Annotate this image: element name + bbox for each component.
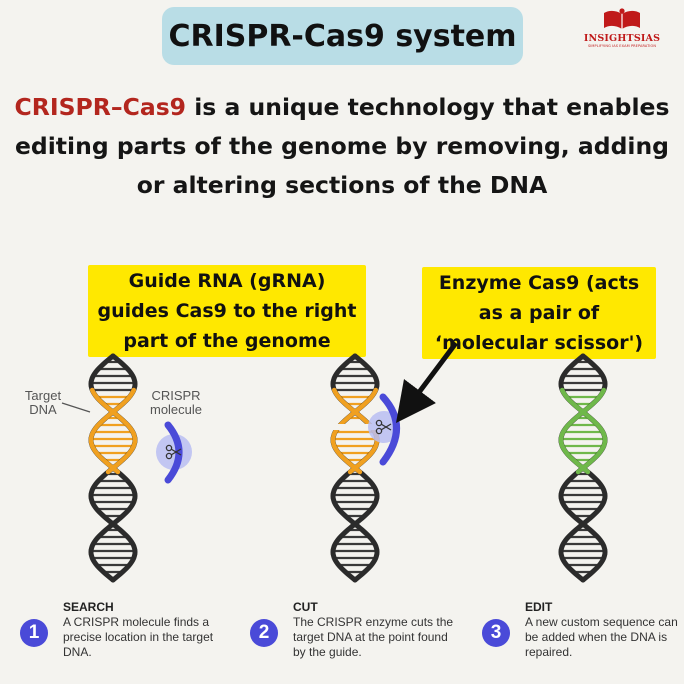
step-description: The CRISPR enzyme cuts the target DNA at… [293,615,454,659]
step-edit: 3 EDIT A new custom sequence can be adde… [482,598,678,678]
dna-helix-search [88,353,138,583]
crispr-molecule-icon [156,421,192,484]
dna-helix-cut [325,353,385,583]
dna-target-segment [559,387,608,475]
step-title: SEARCH [63,600,114,614]
dna-target-segment [330,387,379,475]
logo-tagline: SIMPLIFYING IAS EXAM PREPARATION [587,44,657,48]
step-number-badge: 2 [250,619,278,647]
logo-name: INSIGHTSIAS [583,33,661,44]
step-title: CUT [293,600,318,614]
dna-target-segment [558,387,607,475]
step-title: EDIT [525,600,553,614]
cas9-note: Enzyme Cas9 (acts as a pair of ‘molecula… [422,267,656,359]
step-description: A new custom sequence can be added when … [525,615,678,659]
step-description: A CRISPR molecule finds a precise locati… [63,615,214,659]
target-dna-pointer [61,402,91,413]
scissors-icon [375,419,392,435]
intro-highlight: CRISPR–Cas9 [14,93,187,121]
step-search: 1 SEARCH A CRISPR molecule finds a preci… [20,598,213,678]
guide-rna-note: Guide RNA (gRNA) guides Cas9 to the righ… [88,265,366,357]
dna-target-segment [88,387,137,475]
intro-text: CRISPR–Cas9 is a unique technology that … [10,88,674,205]
dna-helix-edit [558,353,608,583]
dna-cut-gap [325,424,385,430]
step-cut: 2 CUT The CRISPR enzyme cuts the target … [250,598,453,678]
page-title: CRISPR-Cas9 system [162,7,523,65]
target-dna-label: Target DNA [24,388,62,417]
insightsias-logo: INSIGHTSIAS SIMPLIFYING IAS EXAM PREPARA… [576,8,668,54]
dna-target-segment [89,387,138,475]
crispr-molecule-label: CRISPR molecule [149,388,203,417]
scissors-icon [165,444,182,460]
cas9-pointer-arrow [396,341,458,423]
book-logo-icon [604,8,640,29]
step-number-badge: 3 [482,619,510,647]
crispr-enzyme-cutting-icon [368,393,400,466]
step-number-badge: 1 [20,619,48,647]
intro-rest: is a unique technology that enables edit… [14,93,670,199]
